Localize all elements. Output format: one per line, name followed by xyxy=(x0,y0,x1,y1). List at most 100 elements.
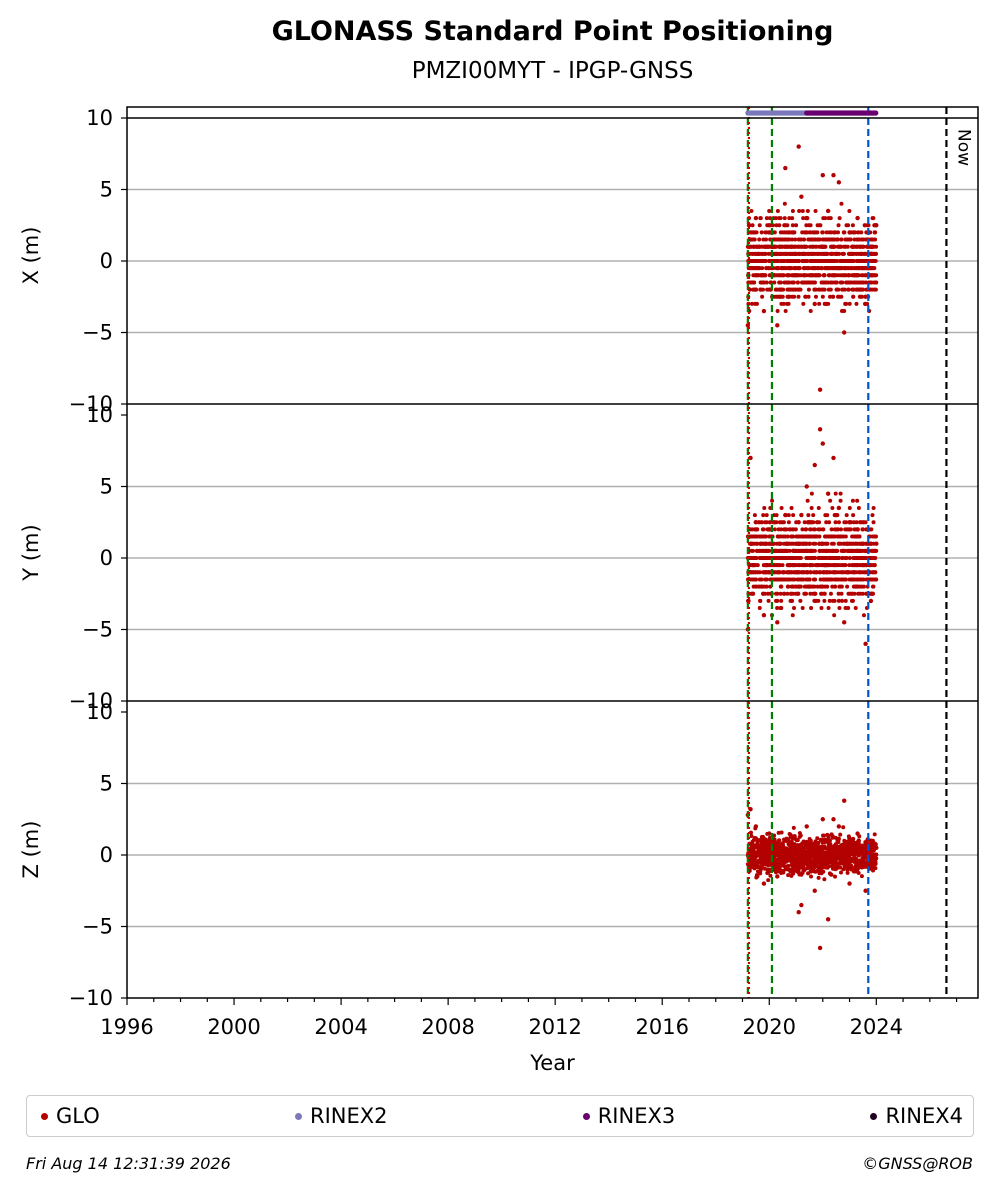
data-point xyxy=(860,294,865,299)
x-tick-label: 2004 xyxy=(314,1015,367,1039)
data-point xyxy=(757,577,762,582)
data-point xyxy=(815,836,820,841)
data-point xyxy=(755,563,760,568)
data-point xyxy=(791,548,796,554)
data-point xyxy=(786,280,791,285)
data-point xyxy=(800,527,805,532)
data-point xyxy=(821,846,826,851)
data-point xyxy=(781,534,786,539)
data-point xyxy=(758,280,763,285)
data-point xyxy=(845,541,850,546)
data-point xyxy=(789,505,794,510)
data-point xyxy=(816,875,821,880)
data-point xyxy=(871,505,876,510)
data-point xyxy=(789,259,794,263)
data-point xyxy=(778,273,783,278)
data-point xyxy=(806,584,811,589)
data-point xyxy=(764,216,769,221)
data-point xyxy=(856,865,861,870)
legend: GLO RINEX2 RINEX3 RINEX4 xyxy=(26,1095,974,1137)
data-point xyxy=(843,534,848,539)
y-axis-label: X (m) xyxy=(19,227,43,285)
data-point xyxy=(850,223,855,228)
data-point xyxy=(799,273,804,278)
data-point xyxy=(807,850,812,855)
data-point xyxy=(871,860,876,865)
data-point xyxy=(874,280,879,285)
data-point xyxy=(836,591,841,596)
data-point xyxy=(794,223,799,228)
data-point xyxy=(798,833,803,838)
data-point xyxy=(831,534,836,539)
data-point xyxy=(829,577,834,582)
data-point xyxy=(757,223,762,228)
data-point xyxy=(752,534,757,539)
data-point xyxy=(763,520,768,525)
data-point xyxy=(820,441,825,446)
data-point xyxy=(868,838,874,843)
data-point xyxy=(792,860,797,865)
data-point xyxy=(871,868,876,873)
data-point xyxy=(762,505,767,510)
data-point xyxy=(793,556,798,560)
data-point xyxy=(786,244,791,249)
data-point xyxy=(756,520,761,525)
data-point xyxy=(811,541,816,546)
data-point xyxy=(844,513,849,518)
data-point xyxy=(761,613,767,618)
data-point xyxy=(796,287,801,292)
data-point xyxy=(833,563,838,568)
data-point xyxy=(789,598,794,603)
data-point xyxy=(842,577,847,582)
data-point xyxy=(753,836,758,841)
data-point xyxy=(755,251,760,256)
data-point xyxy=(804,570,809,575)
data-point xyxy=(772,259,777,263)
data-point xyxy=(802,266,807,271)
data-point xyxy=(808,591,813,596)
y-axis-label: Z (m) xyxy=(19,821,43,879)
data-point xyxy=(752,556,757,560)
data-point xyxy=(815,520,820,525)
data-point xyxy=(860,563,865,568)
data-point xyxy=(800,208,805,213)
data-point xyxy=(814,848,819,853)
data-point xyxy=(755,541,760,546)
legend-label-rinex4: RINEX4 xyxy=(885,1104,963,1128)
data-point xyxy=(773,864,778,869)
data-point xyxy=(817,387,823,392)
data-point xyxy=(824,520,829,525)
data-point xyxy=(804,824,809,829)
data-point xyxy=(795,864,800,869)
data-point xyxy=(746,598,751,603)
data-point xyxy=(789,584,794,589)
y-tick-label: −5 xyxy=(82,321,113,345)
data-point xyxy=(815,584,820,589)
data-point xyxy=(822,577,827,582)
data-point xyxy=(802,520,807,525)
data-point xyxy=(825,541,830,546)
data-point xyxy=(766,878,771,883)
data-point xyxy=(862,259,867,263)
data-point xyxy=(791,280,796,285)
data-point xyxy=(753,244,758,249)
data-point xyxy=(813,208,818,213)
data-point xyxy=(825,584,830,589)
data-point xyxy=(825,491,831,496)
data-point xyxy=(795,843,800,848)
data-point xyxy=(777,563,782,568)
data-point xyxy=(784,859,789,864)
data-point xyxy=(777,570,782,575)
data-point xyxy=(861,584,866,589)
data-point xyxy=(777,280,782,285)
data-point xyxy=(836,223,841,228)
data-point xyxy=(828,842,833,847)
data-point xyxy=(858,266,863,271)
data-point xyxy=(749,208,754,213)
data-point xyxy=(812,527,817,532)
legend-marker-rinex2 xyxy=(294,1112,302,1120)
data-point xyxy=(758,216,763,221)
data-point xyxy=(792,294,797,299)
data-point xyxy=(827,259,832,263)
data-point xyxy=(759,230,764,235)
